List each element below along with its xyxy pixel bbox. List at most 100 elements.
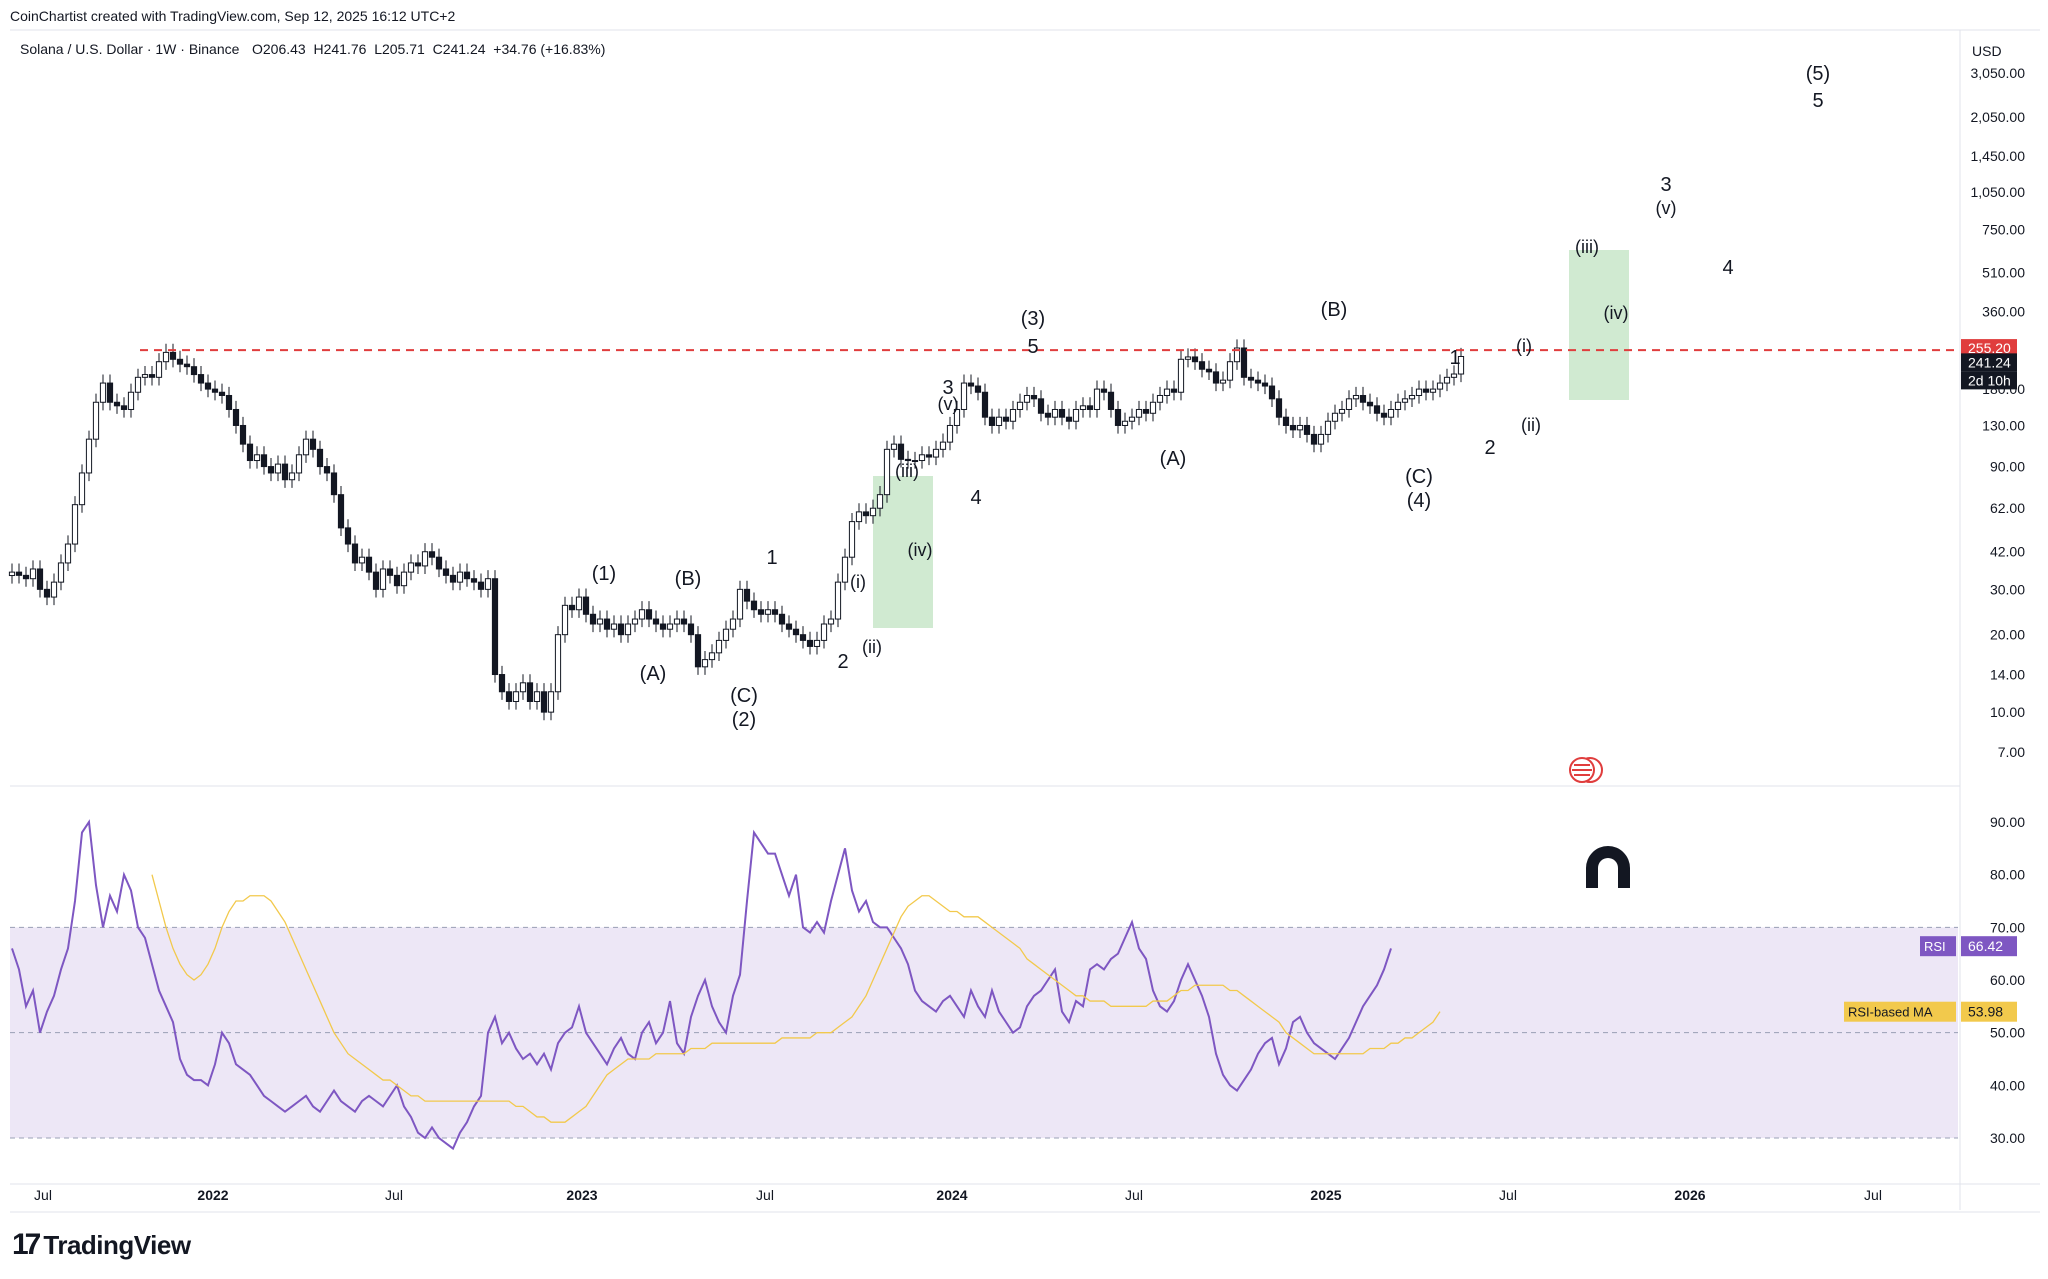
candle: [323, 457, 331, 482]
candle: [953, 400, 961, 434]
axes: 3,050.002,050.001,450.001,050.00750.0051…: [34, 65, 2025, 1203]
price-badge-countdown: 2d 10h: [1961, 371, 2017, 390]
candle: [624, 615, 632, 643]
wave-label: (A): [640, 663, 667, 685]
candle: [1191, 348, 1199, 370]
candle: [1065, 408, 1073, 430]
candle: [1149, 393, 1157, 422]
candle: [631, 610, 639, 633]
candle: [1121, 412, 1129, 434]
candle: [358, 548, 366, 572]
candle: [309, 430, 317, 458]
candle: [561, 596, 569, 643]
candle: [428, 543, 436, 566]
candle: [1093, 380, 1101, 418]
wave-label: (v): [1656, 198, 1677, 218]
candle: [1289, 416, 1297, 438]
currency-label: USD: [1972, 43, 2002, 59]
candle: [1037, 390, 1045, 422]
candle: [911, 451, 919, 469]
symbol-line: Solana / U.S. Dollar · 1W · Binance: [20, 41, 240, 57]
rsi-pane[interactable]: [10, 819, 1958, 1151]
candle: [211, 380, 219, 401]
candle: [505, 683, 513, 710]
candle: [820, 615, 828, 649]
candle: [1352, 386, 1360, 407]
candle: [722, 620, 730, 649]
tradingview-logo-text: TradingView: [43, 1229, 191, 1260]
wave-label: 4: [970, 487, 981, 509]
tradingview-logo[interactable]: 17 TradingView: [12, 1228, 191, 1262]
candle: [960, 374, 968, 418]
candle: [1086, 397, 1094, 418]
candle: [1394, 393, 1402, 418]
price-axis-tick: 1,450.00: [1971, 148, 2026, 164]
candle: [57, 554, 65, 591]
candle: [232, 400, 240, 434]
candle: [981, 383, 989, 426]
candle: [470, 570, 478, 591]
rsi-axis-tick: 30.00: [1990, 1130, 2025, 1146]
candle: [519, 674, 527, 700]
candle: [1030, 386, 1038, 407]
candle: [197, 365, 205, 392]
candle: [484, 570, 492, 598]
candle: [806, 631, 814, 655]
svg-text:255.20: 255.20: [1968, 340, 2011, 356]
wave-label: (5): [1806, 63, 1830, 85]
candle: [204, 374, 212, 398]
candle: [1023, 386, 1031, 411]
candle: [834, 573, 842, 628]
rsi-axis-tick: 70.00: [1990, 919, 2025, 935]
candle: [589, 605, 597, 633]
candle: [652, 610, 660, 633]
candle: [50, 573, 58, 606]
candle: [1345, 390, 1353, 418]
candle: [1114, 400, 1122, 434]
candle: [1233, 339, 1241, 370]
time-axis-tick: Jul: [385, 1187, 403, 1203]
price-pane[interactable]: [8, 250, 1958, 721]
candle: [498, 665, 506, 700]
wave-labels: (1)(A)(B)(C)(2)12(i)(ii)(iii)(iv)3(v)4(3…: [592, 63, 1830, 731]
price-axis-tick: 14.00: [1990, 667, 2025, 683]
candle: [1457, 347, 1465, 383]
wave-label: 1: [1449, 347, 1460, 369]
candle: [155, 353, 163, 386]
rsi-line: [11, 819, 1392, 1151]
candle: [1009, 400, 1017, 430]
us-flag-icon[interactable]: [1569, 757, 1603, 783]
candle: [1212, 363, 1220, 392]
time-axis-tick: 2026: [1674, 1187, 1705, 1203]
candle: [1324, 412, 1332, 443]
candle: [512, 683, 520, 710]
time-axis-tick: Jul: [34, 1187, 52, 1203]
candle: [729, 610, 737, 638]
candle: [1296, 416, 1304, 438]
candle: [456, 563, 464, 591]
candle: [638, 601, 646, 628]
wave-label: (2): [732, 709, 756, 731]
candle: [36, 560, 44, 598]
candle: [813, 631, 821, 655]
time-axis-tick: 2024: [936, 1187, 967, 1203]
candle: [540, 683, 548, 721]
rsi-axis-tick: 80.00: [1990, 867, 2025, 883]
magnet-icon[interactable]: [1586, 846, 1630, 888]
candle: [71, 496, 79, 553]
candle: [547, 683, 555, 721]
price-axis-tick: 130.00: [1982, 417, 2025, 433]
candle: [582, 588, 590, 623]
candle: [1338, 400, 1346, 422]
candle: [897, 435, 905, 468]
candle: [792, 620, 800, 643]
candle: [337, 486, 345, 536]
candle: [995, 408, 1003, 434]
price-axis-tick: 10.00: [1990, 704, 2025, 720]
candle: [967, 374, 975, 395]
wave-label: (C): [1405, 466, 1433, 488]
candle: [183, 355, 191, 375]
candle: [939, 433, 947, 458]
candle: [162, 343, 170, 370]
